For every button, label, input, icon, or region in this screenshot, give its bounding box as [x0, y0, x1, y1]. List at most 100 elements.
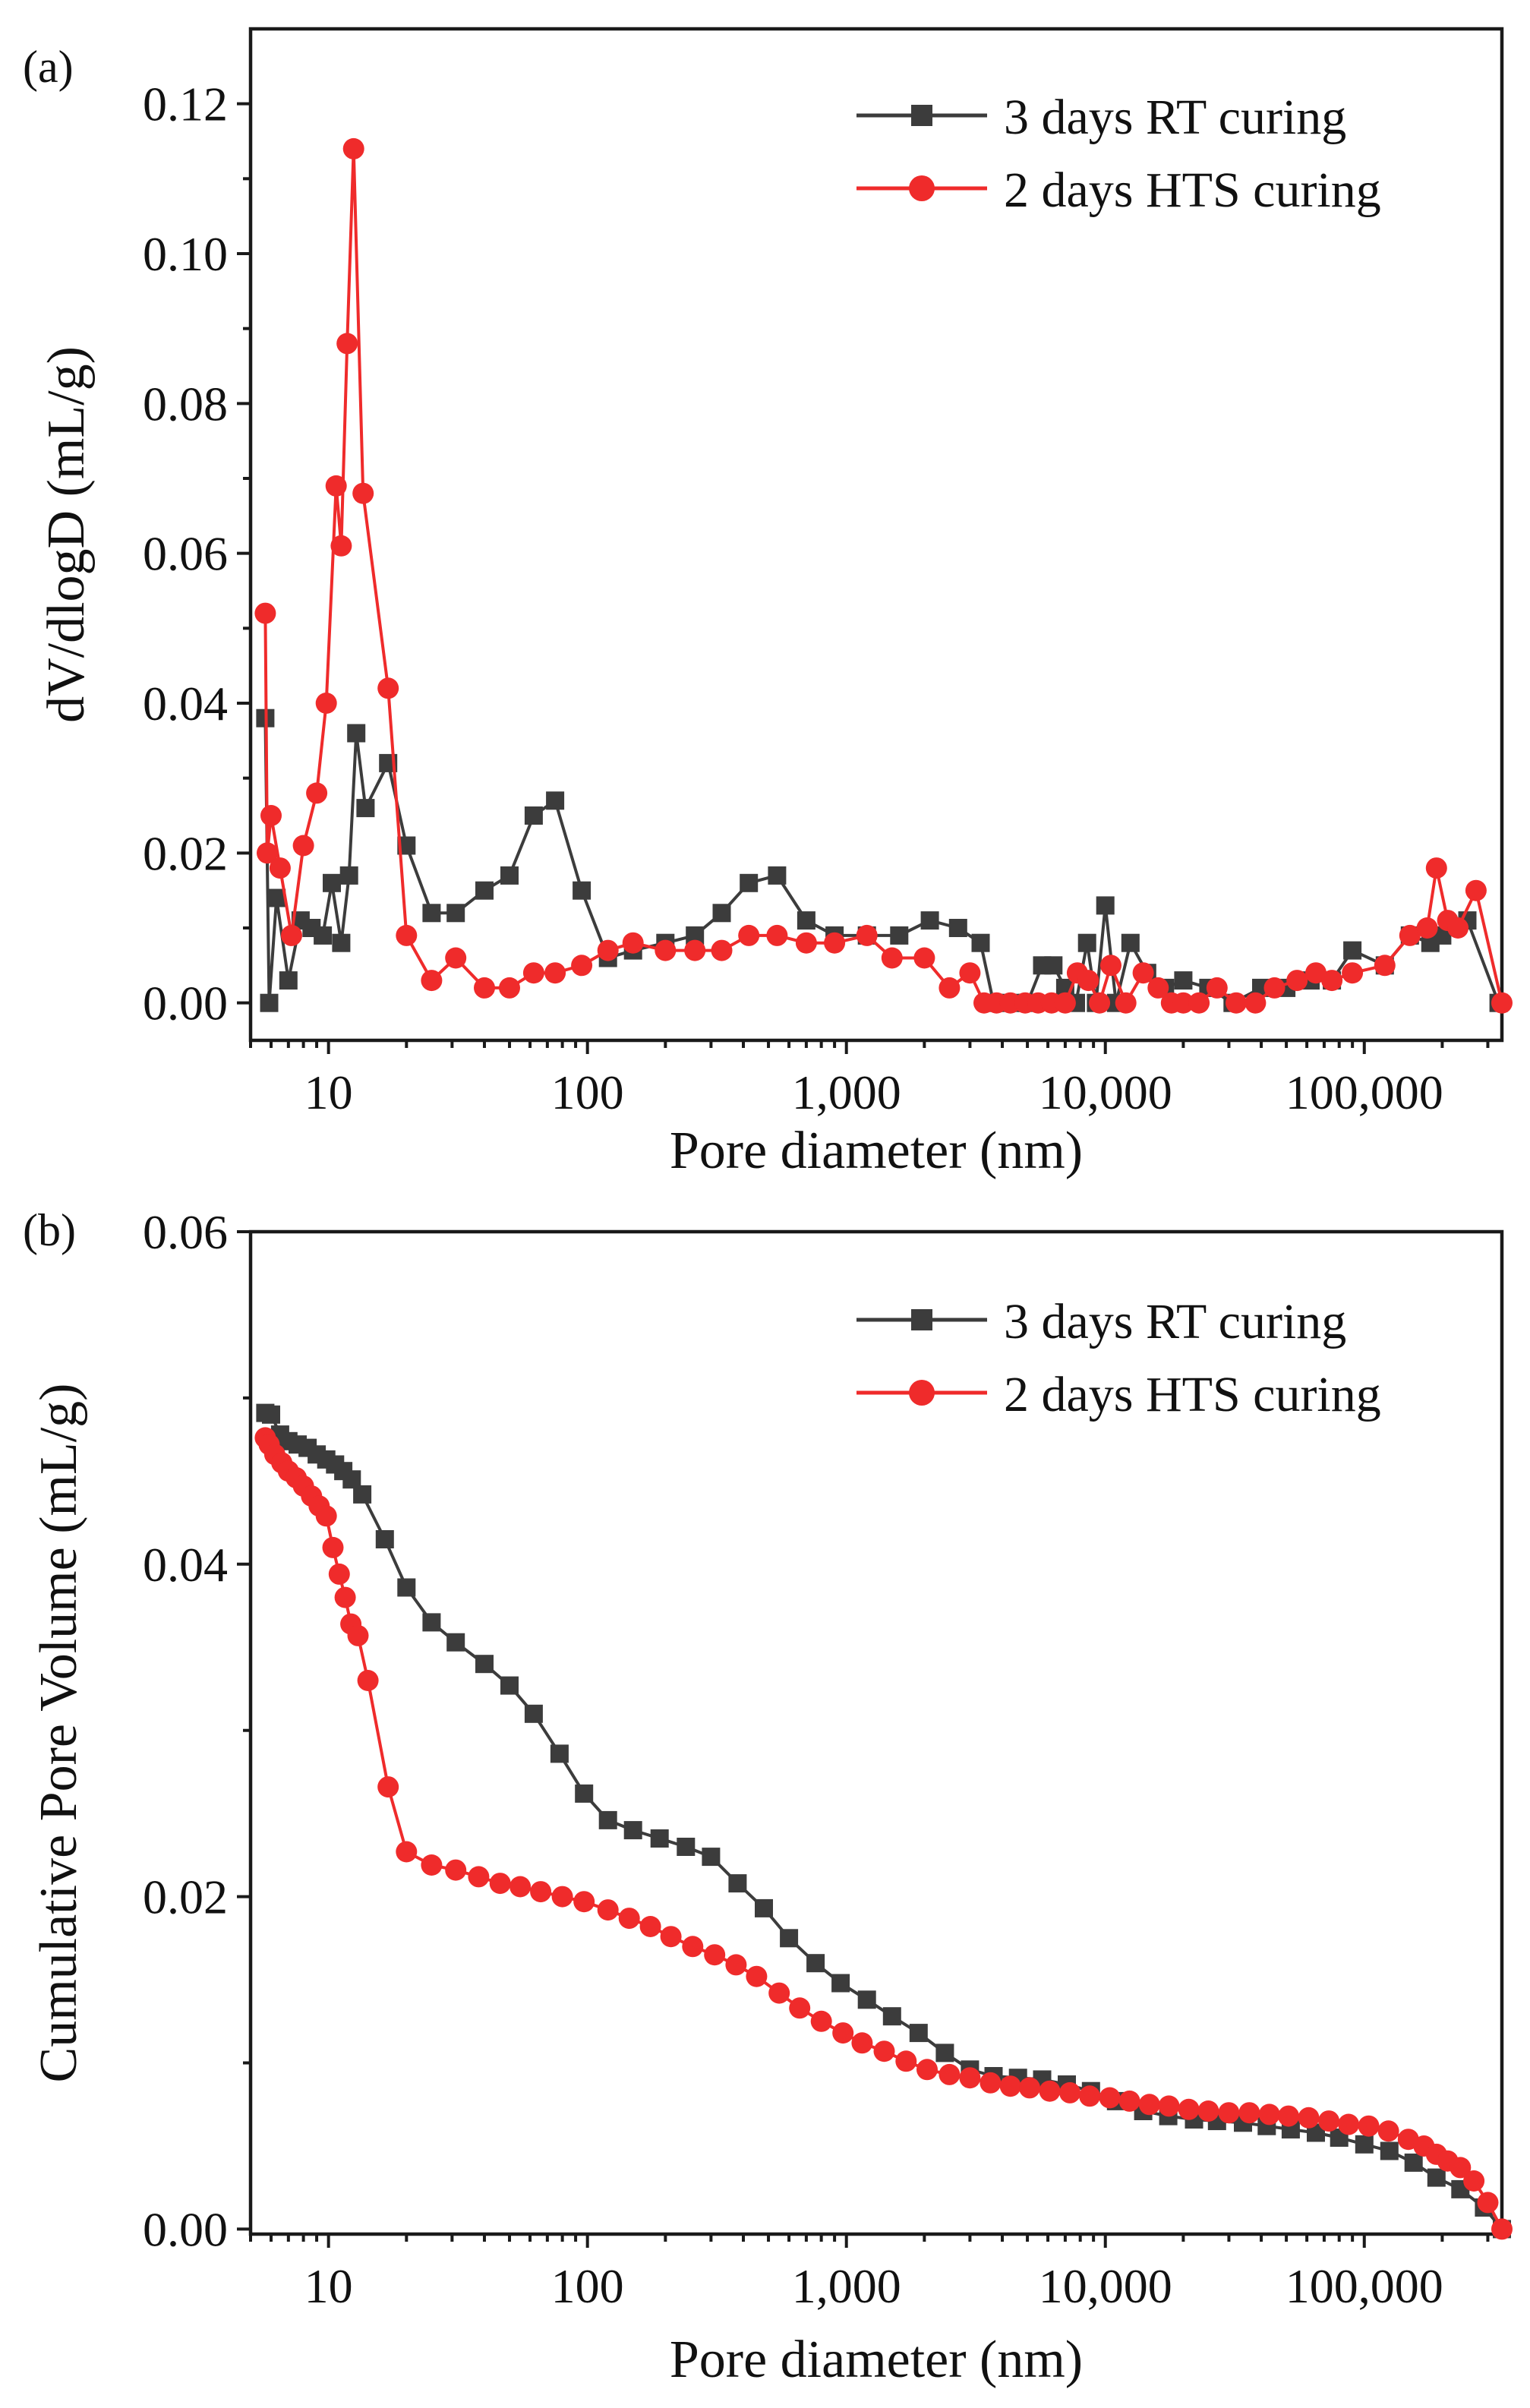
panel-a-data-point [1416, 917, 1438, 939]
panel-b-data-point [857, 1990, 876, 2009]
panel-b-data-point [939, 2063, 961, 2085]
panel-a-data-point [377, 677, 399, 699]
panel-b-data-point [357, 1670, 379, 1691]
panel-a-data-point [711, 939, 733, 961]
panel-a-data-point [655, 939, 677, 961]
panel-b-data-point [618, 1908, 640, 1930]
panel-a-data-point [315, 693, 337, 714]
panel-a-data-point [544, 962, 566, 984]
panel-b-data-point [1059, 2081, 1081, 2103]
panel-a-data-point [1132, 962, 1154, 984]
panel-b-data-point [1099, 2087, 1121, 2109]
panel-b-data-point [598, 1810, 617, 1829]
panel-a-data-point [890, 926, 909, 945]
panel-b-data-point [810, 2010, 832, 2032]
panel-a-data-point [959, 962, 981, 984]
panel-a-data-point [396, 924, 418, 946]
panel-a-x-tick-label: 100 [551, 1065, 624, 1119]
panel-b-data-point [725, 1954, 747, 1976]
panel-b-data-point [1039, 2080, 1061, 2102]
panel-a-data-point [522, 962, 544, 984]
panel-b-data-point [489, 1873, 511, 1895]
panel-b-data-point [1427, 2168, 1446, 2187]
panel-a-data-point [330, 535, 352, 557]
panel-a-data-point [267, 888, 286, 907]
panel-a-data-point [1115, 992, 1137, 1014]
panel-b-data-point [959, 2067, 981, 2089]
panel-b-data-point [1079, 2085, 1101, 2107]
panel-a-y-tick-label: 0.10 [143, 227, 228, 281]
panel-b-y-tick-label: 0.06 [143, 1205, 228, 1259]
panel-a-data-point [1174, 971, 1193, 990]
panel-a-data-point [766, 924, 788, 946]
panel-a-label: (a) [23, 42, 74, 92]
panel-b-data-point [746, 1965, 768, 1987]
panel-b-data-point [396, 1841, 418, 1863]
panel-a-data-point [1188, 992, 1210, 1014]
panel-a-data-point [347, 724, 366, 743]
panel-b-data-point [446, 1633, 465, 1652]
panel-b-x-tick-label: 100,000 [1286, 2259, 1443, 2313]
panel-b-data-point [328, 1563, 350, 1585]
panel-b-data-point [315, 1505, 337, 1527]
panel-b-data-point [575, 1784, 594, 1803]
panel-a-data-point [1147, 977, 1169, 999]
panel-a-data-point [332, 933, 351, 952]
panel-b-data-point [909, 2024, 928, 2043]
panel-a-data-point [281, 924, 302, 946]
panel-a-data-point [1343, 941, 1362, 960]
panel-b-data-point [397, 1578, 416, 1597]
panel-a-data-point [1263, 977, 1286, 999]
panel-b-data-point [682, 1936, 704, 1958]
panel-a-data-point [356, 799, 375, 818]
panel-b-data-point [1477, 2192, 1499, 2214]
panel-b-data-point [322, 1536, 344, 1558]
panel-b-data-point [421, 1854, 443, 1876]
panel-b-data-point [347, 1624, 369, 1646]
panel-b-data-point [1178, 2098, 1200, 2120]
panel-b-data-point [1338, 2113, 1360, 2135]
panel-b-data-point [677, 1838, 696, 1856]
panel-b-data-point [1197, 2100, 1219, 2122]
panel-b-data-point [1463, 2170, 1485, 2192]
panel-a-data-point [971, 933, 990, 952]
panel-a-data-point [445, 947, 467, 969]
panel-a-y-tick-label: 0.04 [143, 677, 228, 731]
panel-a-x-tick-label: 100,000 [1286, 1065, 1443, 1119]
panel-b-x-tick-label: 10 [304, 2259, 353, 2313]
panel-b-data-point [728, 1874, 747, 1893]
panel-a-data-point [1226, 992, 1247, 1014]
panel-b-data-point [445, 1859, 467, 1881]
panel-b-y-axis-title: Cumulative Pore Volume (mL/g) [30, 1384, 88, 2083]
panel-a-legend: 3 days RT curing 2 days HTS curing [856, 90, 1381, 218]
panel-a-data-point [352, 482, 374, 504]
panel-b-series-hts [254, 1427, 1513, 2240]
panel-b-x-tick-label: 1,000 [792, 2259, 901, 2313]
panel-a-series-line [263, 147, 1503, 1005]
panel-b-data-point [882, 2007, 901, 2026]
panel-a-data-point [1077, 970, 1099, 992]
panel-a-data-point [597, 939, 619, 961]
panel-b-data-point [353, 1485, 372, 1504]
panel-a-data-point [712, 904, 731, 923]
panel-b-data-point [704, 1944, 726, 1966]
panel-a-data-point [1342, 962, 1364, 984]
panel-b-data-point [789, 1997, 811, 2019]
panel-a-data-point [881, 947, 903, 969]
panel-a-data-point [500, 866, 519, 885]
panel-b-data-point [1450, 2157, 1472, 2179]
panel-b-data-point [375, 1530, 394, 1548]
panel-b-data-point [334, 1586, 356, 1608]
panel-a-data-point [279, 971, 298, 990]
panel-a-x-tick-label: 10 [304, 1065, 353, 1119]
panel-b-data-point [468, 1866, 490, 1888]
panel-b-data-point [755, 1898, 773, 1917]
panel-a-y-tick-label: 0.08 [143, 377, 228, 431]
panel-b-y-tick-label: 0.00 [143, 2202, 228, 2256]
panel-a-legend-marker-hts [909, 175, 935, 201]
panel-b-data-point [1158, 2095, 1180, 2117]
panel-b-data-point [1491, 2218, 1513, 2240]
panel-b-data-point [780, 1929, 799, 1948]
panel-b-chart: (b) 10 100 1,000 10,000 100,000 0.00 0.02 0.04 0… [23, 1205, 1513, 2389]
panel-a-data-point [1121, 933, 1140, 952]
